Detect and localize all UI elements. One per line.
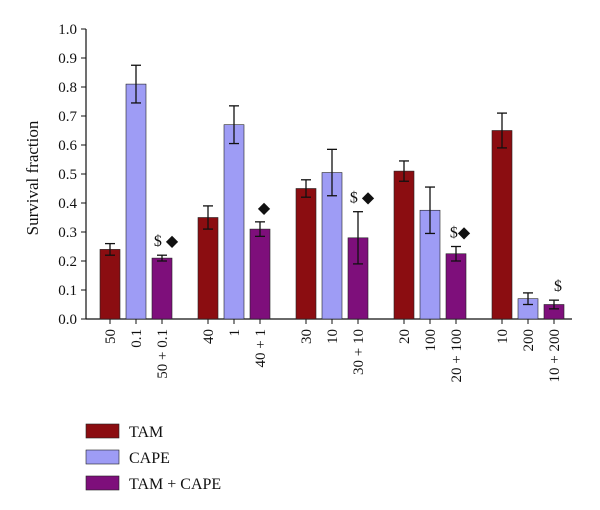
x-tick-label: 30: [299, 329, 315, 344]
y-tick-label: 1.0: [58, 22, 77, 38]
significance-annotation: $ ◆: [350, 190, 375, 207]
x-tick-label: 40 + 1: [253, 329, 269, 367]
bar: [295, 188, 317, 320]
legend-swatch: [85, 475, 120, 491]
y-tick-label: 0.3: [58, 225, 77, 241]
legend-swatch: [85, 423, 120, 439]
x-tick-label: 50 + 0.1: [155, 329, 171, 379]
significance-annotation: $◆: [450, 225, 471, 242]
bar: [197, 217, 219, 320]
chart-axes: 0.0 0.1 0.2 0.3 0.4 0.5 0.6 0.7 0.8 0.9 1.0: [58, 22, 572, 328]
bar: [99, 249, 121, 320]
significance-annotation: $: [554, 278, 562, 295]
x-tick-label: 100: [423, 329, 439, 352]
significance-annotation: ◆: [258, 200, 271, 217]
bar: [249, 228, 271, 320]
significance-annotation: $ ◆: [154, 233, 179, 250]
y-tick-label: 0.9: [58, 51, 77, 67]
legend-label: TAM: [129, 424, 163, 441]
bar: [393, 170, 415, 320]
legend-swatch: [85, 449, 120, 465]
x-tick-label: 200: [521, 329, 537, 352]
y-tick-label: 0.0: [58, 312, 77, 328]
legend-label: TAM + CAPE: [129, 476, 221, 493]
x-tick-label: 20 + 100: [449, 329, 465, 382]
y-tick-label: 0.6: [58, 138, 77, 154]
y-tick-label: 0.1: [58, 283, 77, 299]
x-tick-label: 0.1: [129, 329, 145, 348]
bar: [445, 253, 467, 320]
bar: [491, 130, 513, 320]
bar: [151, 257, 173, 320]
chart-legend: TAM CAPE TAM + CAPE: [85, 423, 221, 493]
x-tick-label: 1: [227, 329, 243, 337]
x-tick-label: 50: [103, 329, 119, 344]
bar: [223, 124, 245, 320]
x-tick-label: 30 + 10: [351, 329, 367, 375]
y-tick-label: 0.8: [58, 80, 77, 96]
x-tick-label: 10: [495, 329, 511, 344]
x-tick-label: 10: [325, 329, 341, 344]
x-tick-labels: 50 0.1 50 + 0.1 40 1 40 + 1 30 10 30 + 10 20 100 20…: [103, 319, 563, 382]
chart-bars: $ ◆ ◆ $ ◆ $◆ $: [99, 64, 565, 320]
y-tick-label: 0.7: [58, 109, 77, 125]
y-axis-label: Survival fraction: [23, 120, 42, 235]
legend-label: CAPE: [129, 450, 170, 467]
x-tick-label: 40: [201, 329, 217, 344]
y-tick-label: 0.2: [58, 254, 77, 270]
y-tick-label: 0.5: [58, 167, 77, 183]
y-tick-label: 0.4: [58, 196, 77, 212]
bar: [125, 83, 147, 320]
x-tick-label: 10 + 200: [547, 329, 563, 382]
x-tick-label: 20: [397, 329, 413, 344]
